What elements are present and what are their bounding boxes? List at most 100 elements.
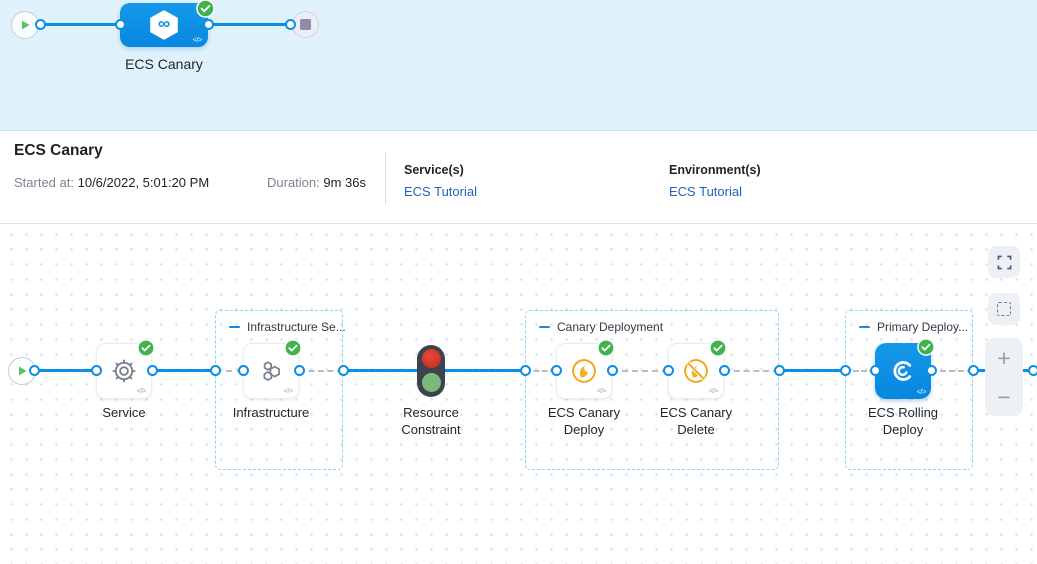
marquee-select-icon — [997, 302, 1011, 316]
pipeline-hexagon-icon: ∞ — [150, 10, 178, 40]
step-node-service[interactable]: </> — [96, 339, 155, 399]
code-chevrons-icon: </> — [136, 386, 147, 395]
group-primary-deployment: Primary Deploy... — [845, 310, 973, 470]
step-label: Resource Constraint — [401, 405, 461, 437]
infinity-symbol: ∞ — [157, 14, 171, 33]
group-collapse-toggle[interactable]: Infrastructure Se... — [216, 311, 346, 334]
connector-point — [606, 365, 618, 376]
connector-line — [343, 369, 417, 372]
duration-value: 9m 36s — [323, 175, 367, 190]
success-badge-icon — [196, 0, 215, 18]
connector-line — [34, 369, 96, 372]
connector-line-dashed — [845, 370, 875, 372]
stage-node-ecs-canary[interactable]: ∞ </> — [120, 0, 215, 47]
traffic-light-red — [421, 349, 441, 368]
connector-point — [146, 365, 158, 376]
connector-point — [718, 365, 730, 376]
step-label: ECS Canary Delete — [659, 405, 733, 437]
step-label: ECS Canary Deploy — [547, 405, 621, 437]
success-badge-icon — [917, 338, 935, 356]
step-node-infrastructure[interactable]: </> — [243, 339, 302, 399]
execution-details-bar: ECS Canary Started at: 10/6/2022, 5:01:2… — [0, 131, 1037, 224]
connector-point — [34, 19, 46, 30]
connector-point — [237, 365, 249, 376]
connector-point — [519, 365, 531, 376]
success-badge-icon — [284, 339, 302, 357]
marquee-select-button[interactable] — [988, 293, 1020, 325]
connector-line — [152, 369, 215, 372]
duration-label: Duration: — [267, 175, 320, 190]
expand-icon — [997, 255, 1011, 269]
group-title: Primary Deploy... — [877, 320, 969, 334]
code-chevrons-icon: </> — [192, 35, 203, 44]
success-badge-icon — [597, 339, 615, 357]
execution-title: ECS Canary — [14, 142, 103, 159]
connector-line-dashed — [931, 370, 973, 372]
step-node-ecs-canary-deploy[interactable]: </> — [556, 339, 615, 399]
pipeline-graph-canvas[interactable]: Infrastructure Se... Canary Deployment P… — [0, 224, 1037, 564]
connector-point — [293, 365, 305, 376]
collapse-minus-icon — [859, 325, 870, 329]
connector-point — [869, 365, 881, 376]
environments-label: Environment(s) — [669, 163, 761, 177]
environments-block: Environment(s) ECS Tutorial — [669, 163, 761, 199]
group-collapse-toggle[interactable]: Canary Deployment — [526, 311, 778, 334]
connector-point — [1027, 365, 1037, 376]
canary-bird-icon — [572, 359, 596, 383]
code-chevrons-icon: </> — [708, 386, 719, 395]
code-chevrons-icon: </> — [283, 386, 294, 395]
resource-constraint-node[interactable] — [417, 345, 445, 397]
connector-line-dashed — [724, 370, 779, 372]
zoom-out-icon[interactable]: − — [997, 383, 1011, 410]
connector-point — [839, 365, 851, 376]
step-node-ecs-canary-delete[interactable]: </> — [668, 339, 727, 399]
connector-line — [779, 369, 845, 372]
group-title: Infrastructure Se... — [247, 320, 346, 334]
connector-point — [28, 365, 40, 376]
connector-point — [337, 365, 349, 376]
success-badge-icon — [137, 339, 155, 357]
services-block: Service(s) ECS Tutorial — [404, 163, 477, 199]
connector-line — [208, 23, 290, 26]
step-label: Service — [102, 405, 146, 420]
vertical-divider — [385, 152, 386, 204]
duration-row: Duration: 9m 36s — [267, 175, 366, 190]
started-at-row: Started at: 10/6/2022, 5:01:20 PM — [14, 175, 209, 190]
stop-icon — [300, 19, 311, 30]
connector-point — [662, 365, 674, 376]
step-label: ECS Rolling Deploy — [867, 405, 939, 437]
environments-link[interactable]: ECS Tutorial — [669, 184, 742, 199]
connector-point — [925, 365, 937, 376]
connector-point — [773, 365, 785, 376]
step-node-ecs-rolling-deploy[interactable]: </> — [875, 338, 935, 399]
collapse-minus-icon — [539, 325, 550, 329]
pipeline-start-button[interactable] — [11, 11, 39, 39]
connector-point — [209, 365, 221, 376]
started-at-value: 10/6/2022, 5:01:20 PM — [77, 175, 210, 190]
execution-header-band: ∞ </> ECS Canary — [0, 0, 1037, 131]
pipeline-stop-button[interactable] — [292, 11, 319, 38]
connector-point — [550, 365, 562, 376]
group-collapse-toggle[interactable]: Primary Deploy... — [846, 311, 972, 334]
step-label: Infrastructure — [232, 405, 310, 420]
group-infrastructure: Infrastructure Se... — [215, 310, 346, 470]
success-badge-icon — [709, 339, 727, 357]
connector-point — [284, 19, 296, 30]
services-link[interactable]: ECS Tutorial — [404, 184, 477, 199]
connector-point — [967, 365, 979, 376]
gear-icon — [112, 359, 136, 383]
traffic-light-green — [421, 373, 441, 392]
group-title: Canary Deployment — [557, 320, 664, 334]
connector-line-dashed — [215, 370, 243, 372]
hexagons-icon — [263, 361, 280, 382]
connector-line-dashed — [525, 370, 556, 372]
fullscreen-button[interactable] — [988, 246, 1020, 278]
group-canary-deployment: Canary Deployment — [525, 310, 779, 470]
connector-point — [90, 365, 102, 376]
zoom-in-icon[interactable]: + — [997, 344, 1011, 371]
play-icon — [22, 20, 30, 30]
connector-line — [40, 23, 120, 26]
collapse-minus-icon — [229, 325, 240, 329]
code-chevrons-icon: </> — [916, 387, 927, 396]
ecs-rolling-icon — [893, 361, 912, 381]
